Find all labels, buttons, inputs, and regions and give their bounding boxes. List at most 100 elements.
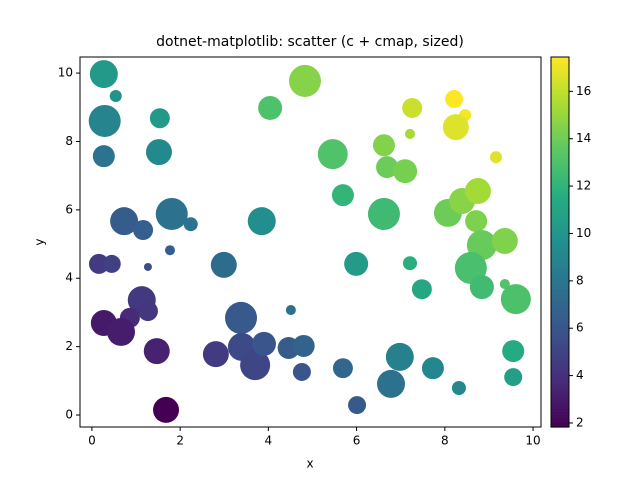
point (504, 368, 523, 387)
colorbar-cell (551, 161, 569, 166)
point (402, 97, 423, 118)
colorbar-cell (551, 103, 569, 107)
colorbar-cell (551, 365, 569, 370)
colorbar-cell (551, 288, 569, 292)
point (404, 128, 415, 139)
colorbar-cell (551, 155, 569, 160)
colorbar-cell (551, 109, 569, 114)
colorbar-cell (551, 217, 569, 222)
colorbar-cell (551, 420, 569, 425)
colorbar-cell (551, 232, 569, 237)
point (102, 254, 121, 273)
point (133, 220, 154, 241)
colorbar-cell (551, 319, 569, 323)
colorbar-cell (551, 269, 569, 274)
colorbar-cell (551, 263, 569, 268)
y-tick-label: 4 (65, 271, 73, 285)
colorbar-cell (551, 229, 569, 234)
point (285, 305, 296, 316)
colorbar-cell (551, 183, 569, 188)
colorbar-cell (551, 192, 569, 197)
colorbar-tick-label: 12 (576, 179, 591, 193)
colorbar-cell (551, 257, 569, 262)
y-axis-label: y (33, 238, 47, 245)
colorbar-cell (551, 393, 569, 397)
colorbar-frame (550, 56, 570, 428)
point (411, 279, 432, 300)
colorbar-cell (551, 297, 569, 302)
point (491, 227, 518, 254)
point (292, 334, 315, 357)
point (143, 338, 170, 365)
point (149, 108, 170, 129)
point (183, 217, 198, 232)
colorbar-cell (551, 238, 569, 243)
colorbar-cell (551, 402, 569, 407)
colorbar-cell (551, 211, 569, 215)
colorbar-cell (551, 177, 569, 181)
colorbar-cell (551, 223, 569, 228)
colorbar-cell (551, 285, 569, 289)
colorbar-cell (551, 396, 569, 400)
colorbar-cell (551, 251, 569, 255)
point (143, 262, 152, 271)
chart-title: dotnet-matplotlib: scatter (c + cmap, si… (156, 34, 464, 50)
point (469, 275, 494, 300)
colorbar-tick-label: 14 (576, 131, 591, 145)
point (500, 284, 531, 315)
colorbar-cell (551, 164, 569, 169)
colorbar-cell (551, 260, 569, 265)
point (377, 369, 406, 398)
point (344, 251, 369, 276)
colorbar-cell (551, 245, 569, 249)
colorbar-cell (551, 90, 569, 95)
colorbar-cell (551, 69, 569, 74)
colorbar-cell (551, 214, 569, 218)
colorbar-cell (551, 309, 569, 314)
colorbar-cell (551, 242, 569, 246)
colorbar-cell (551, 306, 569, 311)
point (402, 256, 417, 271)
colorbar-cell (551, 383, 569, 388)
point (317, 139, 348, 170)
point (499, 279, 510, 290)
colorbar-cell (551, 346, 569, 351)
point (145, 139, 172, 166)
colorbar-cell (551, 291, 569, 296)
colorbar-cell (551, 408, 569, 413)
point (247, 207, 276, 236)
colorbar-cell (551, 100, 569, 104)
colorbar-cell (551, 66, 569, 70)
colorbar-cell (551, 371, 569, 376)
colorbar-cell (551, 316, 569, 320)
colorbar-cell (551, 158, 569, 163)
colorbar-cell (551, 275, 569, 280)
x-tick-label: 8 (441, 434, 449, 448)
colorbar-cell (551, 414, 569, 419)
colorbar-cell (551, 390, 569, 394)
colorbar-cell (551, 174, 569, 178)
colorbar-cell (551, 72, 569, 77)
colorbar-cell (551, 362, 569, 366)
point (421, 357, 444, 380)
colorbar-cell (551, 115, 569, 120)
point (367, 197, 400, 230)
point (258, 95, 283, 120)
colorbar-cell (551, 78, 569, 83)
point (225, 301, 258, 334)
colorbar-tick-label: 2 (576, 415, 584, 429)
colorbar-cell (551, 334, 569, 339)
colorbar-cell (551, 205, 569, 209)
point (348, 396, 367, 415)
colorbar-tick-label: 4 (576, 368, 584, 382)
colorbar-cell (551, 254, 569, 259)
colorbar-cell (551, 356, 569, 360)
colorbar-cell (551, 417, 569, 422)
point (251, 331, 276, 356)
colorbar-cell (551, 343, 569, 348)
x-tick-label: 6 (353, 434, 361, 448)
colorbar-tick-label: 10 (576, 226, 591, 240)
x-tick-label: 2 (176, 434, 184, 448)
colorbar-cell (551, 143, 569, 148)
colorbar-cell (551, 368, 569, 373)
